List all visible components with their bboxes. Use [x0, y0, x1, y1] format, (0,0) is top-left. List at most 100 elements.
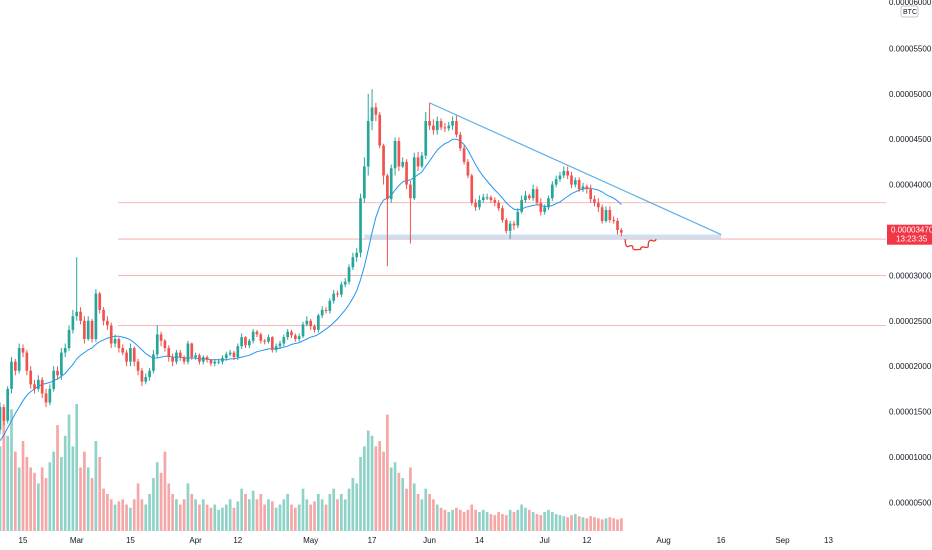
candle-body	[37, 380, 40, 389]
candle-body	[329, 301, 332, 311]
y-tick-label: 0.00002000	[889, 362, 932, 371]
volume-bar	[229, 499, 232, 531]
volume-bar	[605, 518, 608, 531]
candle	[459, 132, 462, 151]
candle	[609, 206, 612, 222]
x-axis[interactable]: 15 Mar 15 Apr 12 May 17 Jun 14 Jul 12 Aug 16 Sep 13	[19, 536, 834, 545]
projection-layer	[625, 239, 656, 250]
candle-body	[589, 189, 592, 199]
candle	[536, 186, 539, 205]
volume-bar	[41, 468, 44, 532]
candle-body	[206, 357, 209, 360]
candle-body	[26, 353, 29, 371]
candle-body	[378, 115, 381, 146]
candle	[305, 316, 308, 326]
candle	[505, 218, 508, 233]
candle	[444, 123, 447, 132]
candle	[562, 166, 565, 178]
candle-body	[202, 357, 205, 362]
candle	[344, 278, 347, 287]
candle-body	[463, 148, 466, 162]
volume-bar	[198, 505, 201, 531]
volume-bar	[555, 514, 558, 531]
volume-bar	[382, 452, 385, 531]
candle	[524, 191, 527, 203]
volume-bar	[348, 489, 351, 531]
candle	[171, 353, 174, 366]
candle	[95, 289, 98, 342]
candle-body	[620, 230, 623, 233]
candle-body	[421, 156, 424, 167]
candle	[336, 291, 339, 297]
volume-bar	[267, 499, 270, 531]
candle-body	[601, 207, 604, 221]
candle-body	[290, 332, 293, 336]
candle	[240, 334, 243, 349]
y-tick-label: 0.00003000	[889, 271, 932, 280]
candle-body	[440, 121, 443, 127]
volume-bar	[271, 501, 274, 531]
candle-body	[490, 197, 493, 200]
trendline-layer	[430, 103, 721, 235]
candle	[175, 350, 178, 365]
candle-body	[248, 341, 251, 346]
volume-bar	[532, 512, 535, 531]
volume-bar	[286, 494, 289, 531]
candle-body	[179, 353, 182, 358]
candle	[29, 366, 32, 389]
candle-body	[91, 321, 94, 339]
volume-bar	[413, 483, 416, 531]
x-tick-label: 15	[126, 536, 135, 545]
volume-bar	[233, 508, 236, 531]
volume-bar	[486, 512, 489, 531]
candle-body	[359, 198, 362, 252]
candle	[470, 174, 473, 206]
projection-curve	[625, 239, 656, 250]
candle-body	[609, 210, 612, 220]
candle	[125, 350, 128, 366]
volume-bar	[10, 409, 13, 531]
candle-body	[118, 339, 121, 348]
volume-bar	[18, 468, 21, 532]
y-tick-label: 0.00001500	[889, 408, 932, 417]
candle	[156, 325, 159, 357]
volume-bar	[375, 446, 378, 531]
y-axis[interactable]: 0.00000500 0.00001000 0.00001500 0.00002000…	[889, 0, 932, 507]
candle-body	[244, 337, 247, 345]
volume-bar	[543, 512, 546, 531]
volume-bar	[68, 415, 71, 531]
volume-bar	[562, 516, 565, 531]
volume-bar	[244, 494, 247, 531]
candle-body	[505, 220, 508, 231]
candle-body	[317, 315, 320, 330]
x-tick-label: Apr	[189, 536, 202, 545]
volume-bar	[152, 478, 155, 531]
volume-bar	[210, 508, 213, 531]
volume-bar	[386, 415, 389, 531]
x-tick-label: 16	[717, 536, 726, 545]
candle	[10, 357, 13, 393]
volume-bar	[394, 462, 397, 531]
x-tick-label: 13	[824, 536, 833, 545]
candle	[601, 205, 604, 224]
candle-body	[539, 203, 542, 212]
candle	[33, 380, 36, 394]
volume-bar	[440, 508, 443, 531]
volume-bar	[578, 516, 581, 531]
volume-bar	[60, 457, 63, 531]
candle	[79, 307, 82, 324]
volume-bar	[589, 516, 592, 531]
volume-bar	[601, 519, 604, 531]
candle	[348, 265, 351, 285]
candle	[467, 159, 470, 178]
volume-bar	[141, 499, 144, 531]
candle-body	[424, 121, 427, 156]
volume-bar	[616, 519, 619, 531]
candle	[68, 325, 71, 350]
candle	[202, 355, 205, 364]
volume-bar	[536, 514, 539, 531]
candle	[110, 323, 113, 348]
candle	[290, 330, 293, 338]
volume-bar	[497, 512, 500, 531]
